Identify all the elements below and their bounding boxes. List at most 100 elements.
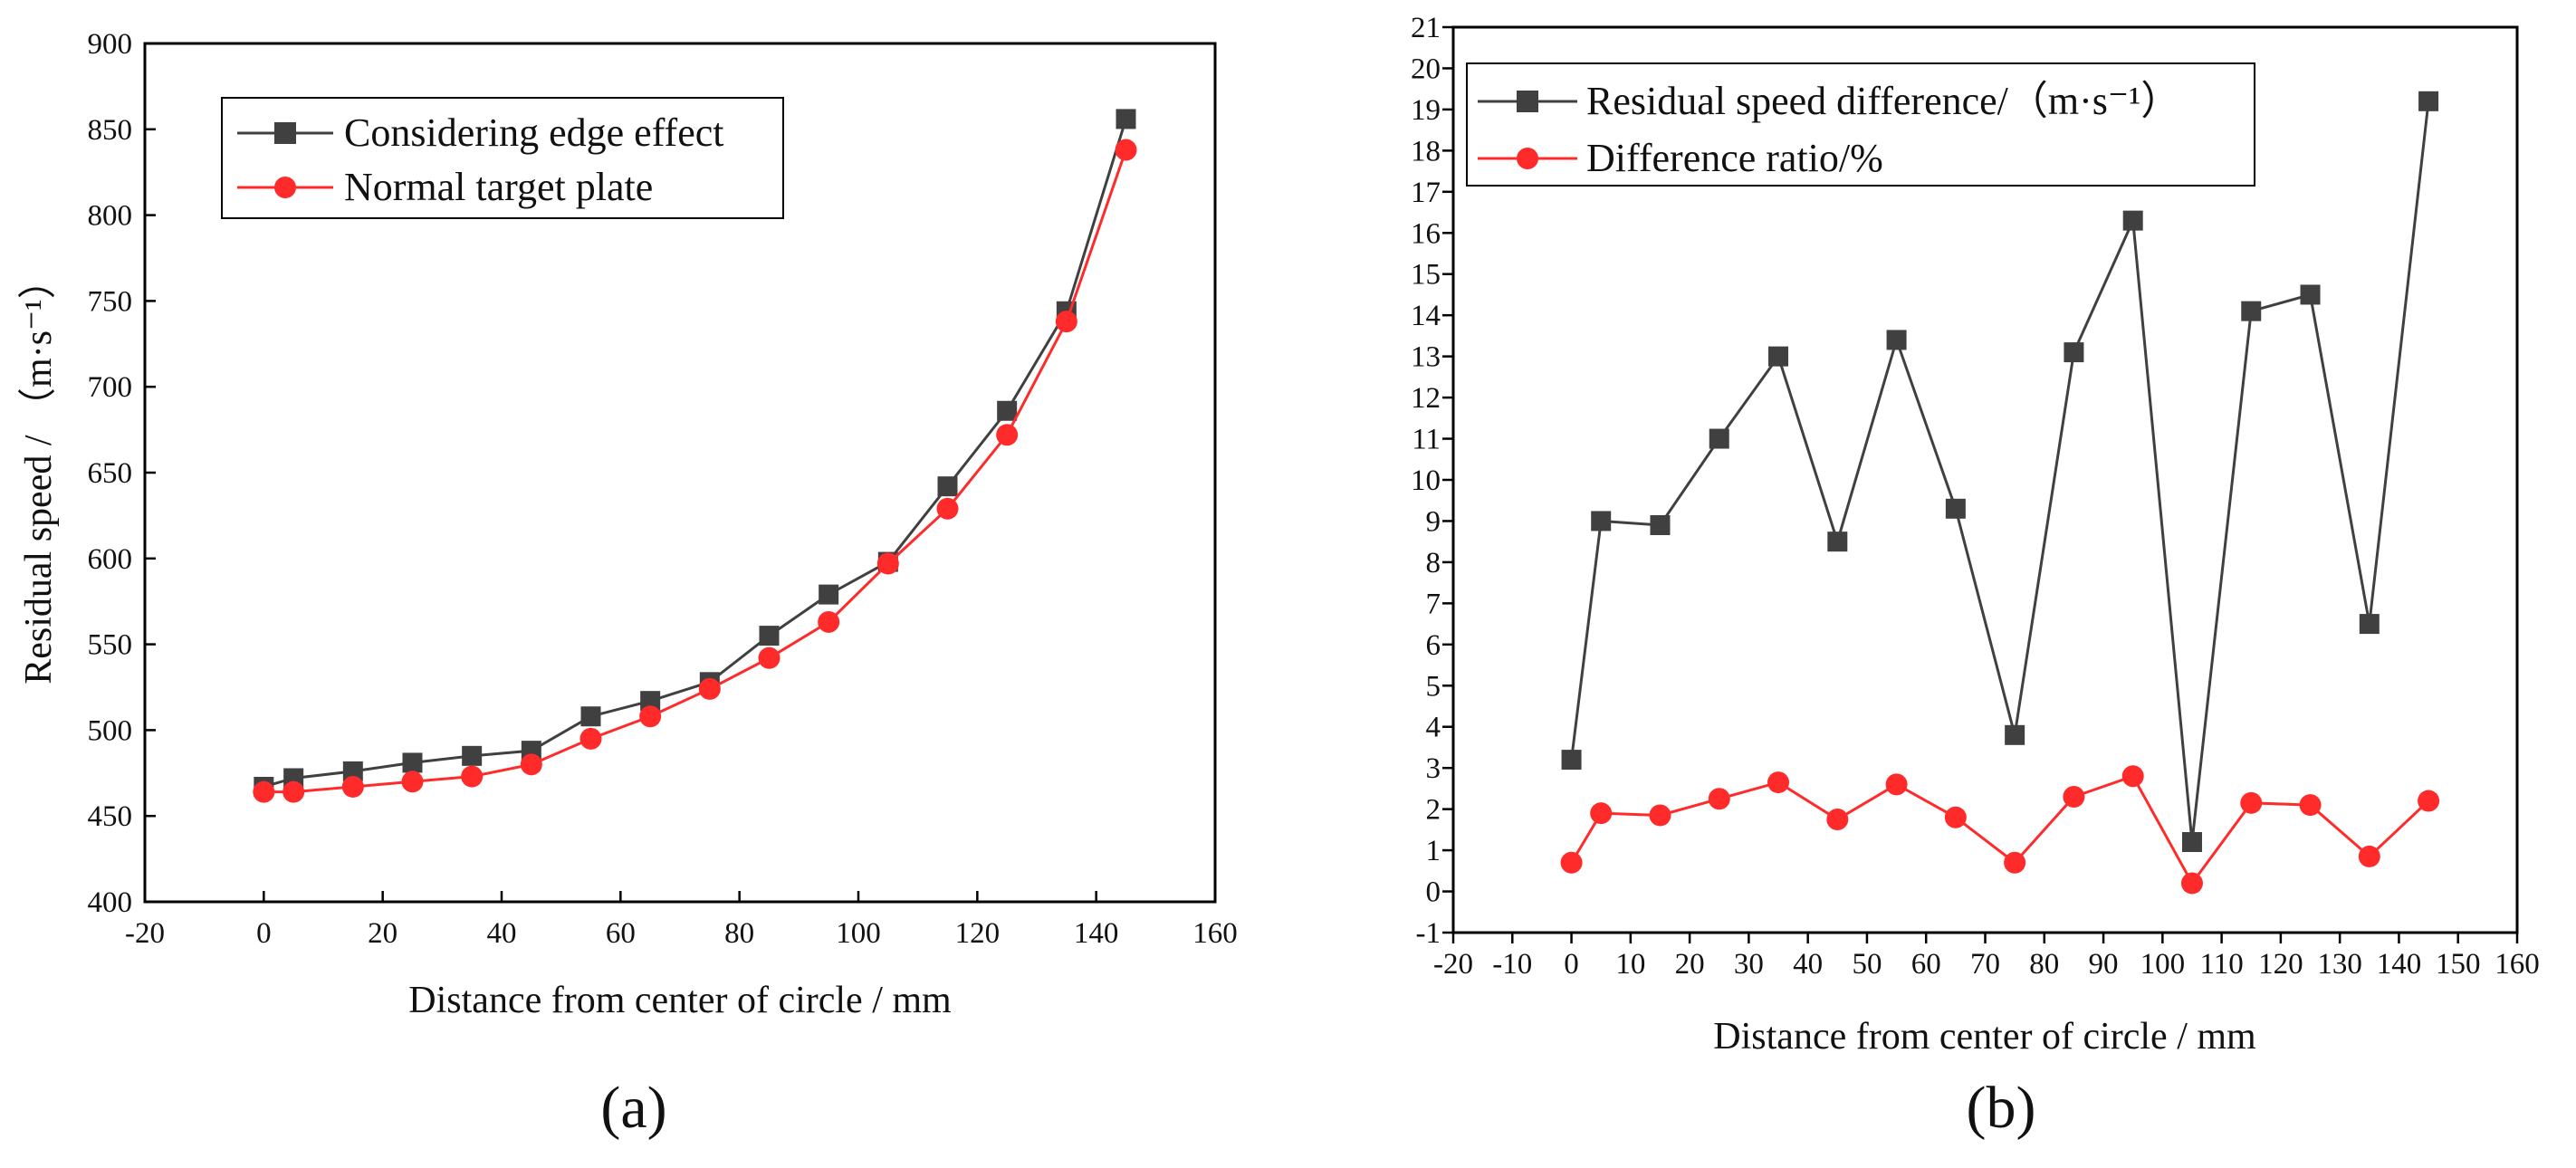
x-tick-label: -20 xyxy=(1433,948,1473,981)
data-point-circle xyxy=(996,424,1019,446)
data-point-square xyxy=(2122,210,2143,231)
y-tick-label: 850 xyxy=(88,114,133,147)
data-point-circle xyxy=(2240,791,2263,814)
y-tick-label: 700 xyxy=(88,371,133,404)
data-point-circle xyxy=(2358,845,2380,867)
panel-a-legend-entry-1: Considering edge effect xyxy=(237,110,723,155)
y-tick-label: 10 xyxy=(1411,464,1441,497)
series-line-1 xyxy=(263,118,1127,789)
legend-square-marker xyxy=(1517,91,1538,112)
x-tick-label: 70 xyxy=(1970,948,2000,981)
x-tick-label: -10 xyxy=(1492,948,1532,981)
panel-a-y-axis-label: Residual speed / （m·s⁻¹） xyxy=(18,261,60,685)
data-point-square xyxy=(1768,346,1789,367)
x-tick-label: 100 xyxy=(836,917,881,950)
data-point-square xyxy=(580,706,601,727)
data-point-circle xyxy=(461,765,484,788)
y-tick-label: 14 xyxy=(1411,300,1441,332)
x-tick-label: 0 xyxy=(1564,948,1579,981)
y-tick-label: 21 xyxy=(1411,12,1441,44)
y-tick-label: 15 xyxy=(1411,259,1441,292)
data-point-circle xyxy=(2180,872,2203,895)
data-point-circle xyxy=(818,610,840,633)
x-tick-label: 40 xyxy=(1793,948,1823,981)
legend-circle-marker xyxy=(274,177,296,198)
data-point-circle xyxy=(1885,773,1908,796)
y-tick-label: 7 xyxy=(1426,588,1441,620)
panel-b-series xyxy=(1560,91,2440,895)
data-point-circle xyxy=(1560,851,1583,874)
data-point-square xyxy=(640,691,661,712)
data-point-square xyxy=(759,626,780,646)
series-line-2 xyxy=(1570,774,2430,886)
x-tick-label: 120 xyxy=(2258,948,2303,981)
data-point-square xyxy=(2181,832,2202,852)
x-tick-label: 130 xyxy=(2317,948,2362,981)
y-tick-label: 450 xyxy=(88,800,133,833)
data-point-square xyxy=(819,584,839,605)
data-point-square xyxy=(2300,284,2321,305)
x-tick-label: 40 xyxy=(487,917,517,950)
x-tick-label: 80 xyxy=(724,917,754,950)
y-tick-label: 20 xyxy=(1411,53,1441,85)
data-point-circle xyxy=(2418,790,2440,812)
x-tick-label: 60 xyxy=(606,917,636,950)
data-point-circle xyxy=(758,646,780,669)
y-tick-label: 17 xyxy=(1411,177,1441,209)
data-point-square xyxy=(2359,614,2380,635)
y-tick-label: 3 xyxy=(1426,752,1441,785)
y-tick-label: 4 xyxy=(1426,712,1441,744)
y-tick-label: 500 xyxy=(88,714,133,747)
x-tick-label: 160 xyxy=(2495,948,2540,981)
x-tick-label: 160 xyxy=(1192,917,1238,950)
x-tick-label: 20 xyxy=(368,917,397,950)
data-point-circle xyxy=(1708,788,1730,810)
data-point-circle xyxy=(1649,804,1671,827)
data-point-square xyxy=(937,476,958,497)
x-tick-label: 60 xyxy=(1911,948,1941,981)
data-point-circle xyxy=(1767,771,1790,794)
data-point-square xyxy=(1650,515,1671,535)
data-point-square xyxy=(1561,750,1582,771)
panel-b-caption: (b) xyxy=(1967,1075,2036,1141)
y-tick-label: 600 xyxy=(88,543,133,576)
panel-a-series xyxy=(253,109,1137,803)
y-tick-label: 5 xyxy=(1426,670,1441,703)
x-tick-label: 30 xyxy=(1734,948,1764,981)
panel-a: -20 0 20 40 60 80 100 120 140 160 400 450 500 550 600… xyxy=(18,28,1238,1141)
legend-label: Residual speed difference/（m·s⁻¹） xyxy=(1586,79,2180,123)
data-point-circle xyxy=(579,727,602,750)
data-point-square xyxy=(2064,342,2084,363)
data-point-circle xyxy=(936,497,959,520)
x-tick-label: 120 xyxy=(955,917,1001,950)
data-point-circle xyxy=(2299,794,2322,817)
panel-a-x-ticks: -20 0 20 40 60 80 100 120 140 160 xyxy=(125,891,1238,950)
legend-label: Difference ratio/% xyxy=(1586,136,1883,180)
data-point-circle xyxy=(2063,786,2085,808)
panel-a-legend-box xyxy=(221,97,784,219)
data-point-square xyxy=(2241,301,2262,321)
y-tick-label: 1 xyxy=(1426,835,1441,867)
panel-a-legend-entry-2: Normal target plate xyxy=(237,165,653,209)
x-tick-label: 10 xyxy=(1615,948,1645,981)
y-tick-label: 12 xyxy=(1411,382,1441,415)
data-point-circle xyxy=(520,753,542,776)
y-tick-label: 11 xyxy=(1412,424,1441,456)
panel-b-x-ticks: -20 -10 0 10 20 30 40 50 60 70 80 90 100 110 120 130 140… xyxy=(1433,933,2540,981)
y-tick-label: 9 xyxy=(1426,505,1441,538)
y-tick-label: 650 xyxy=(88,457,133,490)
data-point-circle xyxy=(1115,139,1137,161)
legend-label: Considering edge effect xyxy=(344,110,723,155)
x-tick-label: 150 xyxy=(2436,948,2481,981)
panel-b: -20 -10 0 10 20 30 40 50 60 70 80 90 100 110 120 130 140… xyxy=(1411,12,2540,1141)
x-tick-label: 90 xyxy=(2089,948,2119,981)
data-point-square xyxy=(1945,498,1966,519)
panel-a-caption: (a) xyxy=(600,1075,666,1141)
legend-square-marker xyxy=(274,122,296,144)
data-point-circle xyxy=(2121,765,2144,788)
x-tick-label: -20 xyxy=(125,917,165,950)
panel-b-x-axis-label: Distance from center of circle / mm xyxy=(1713,1016,2256,1058)
x-tick-label: 140 xyxy=(2377,948,2422,981)
y-tick-label: 750 xyxy=(88,285,133,318)
data-point-square xyxy=(1116,109,1136,129)
